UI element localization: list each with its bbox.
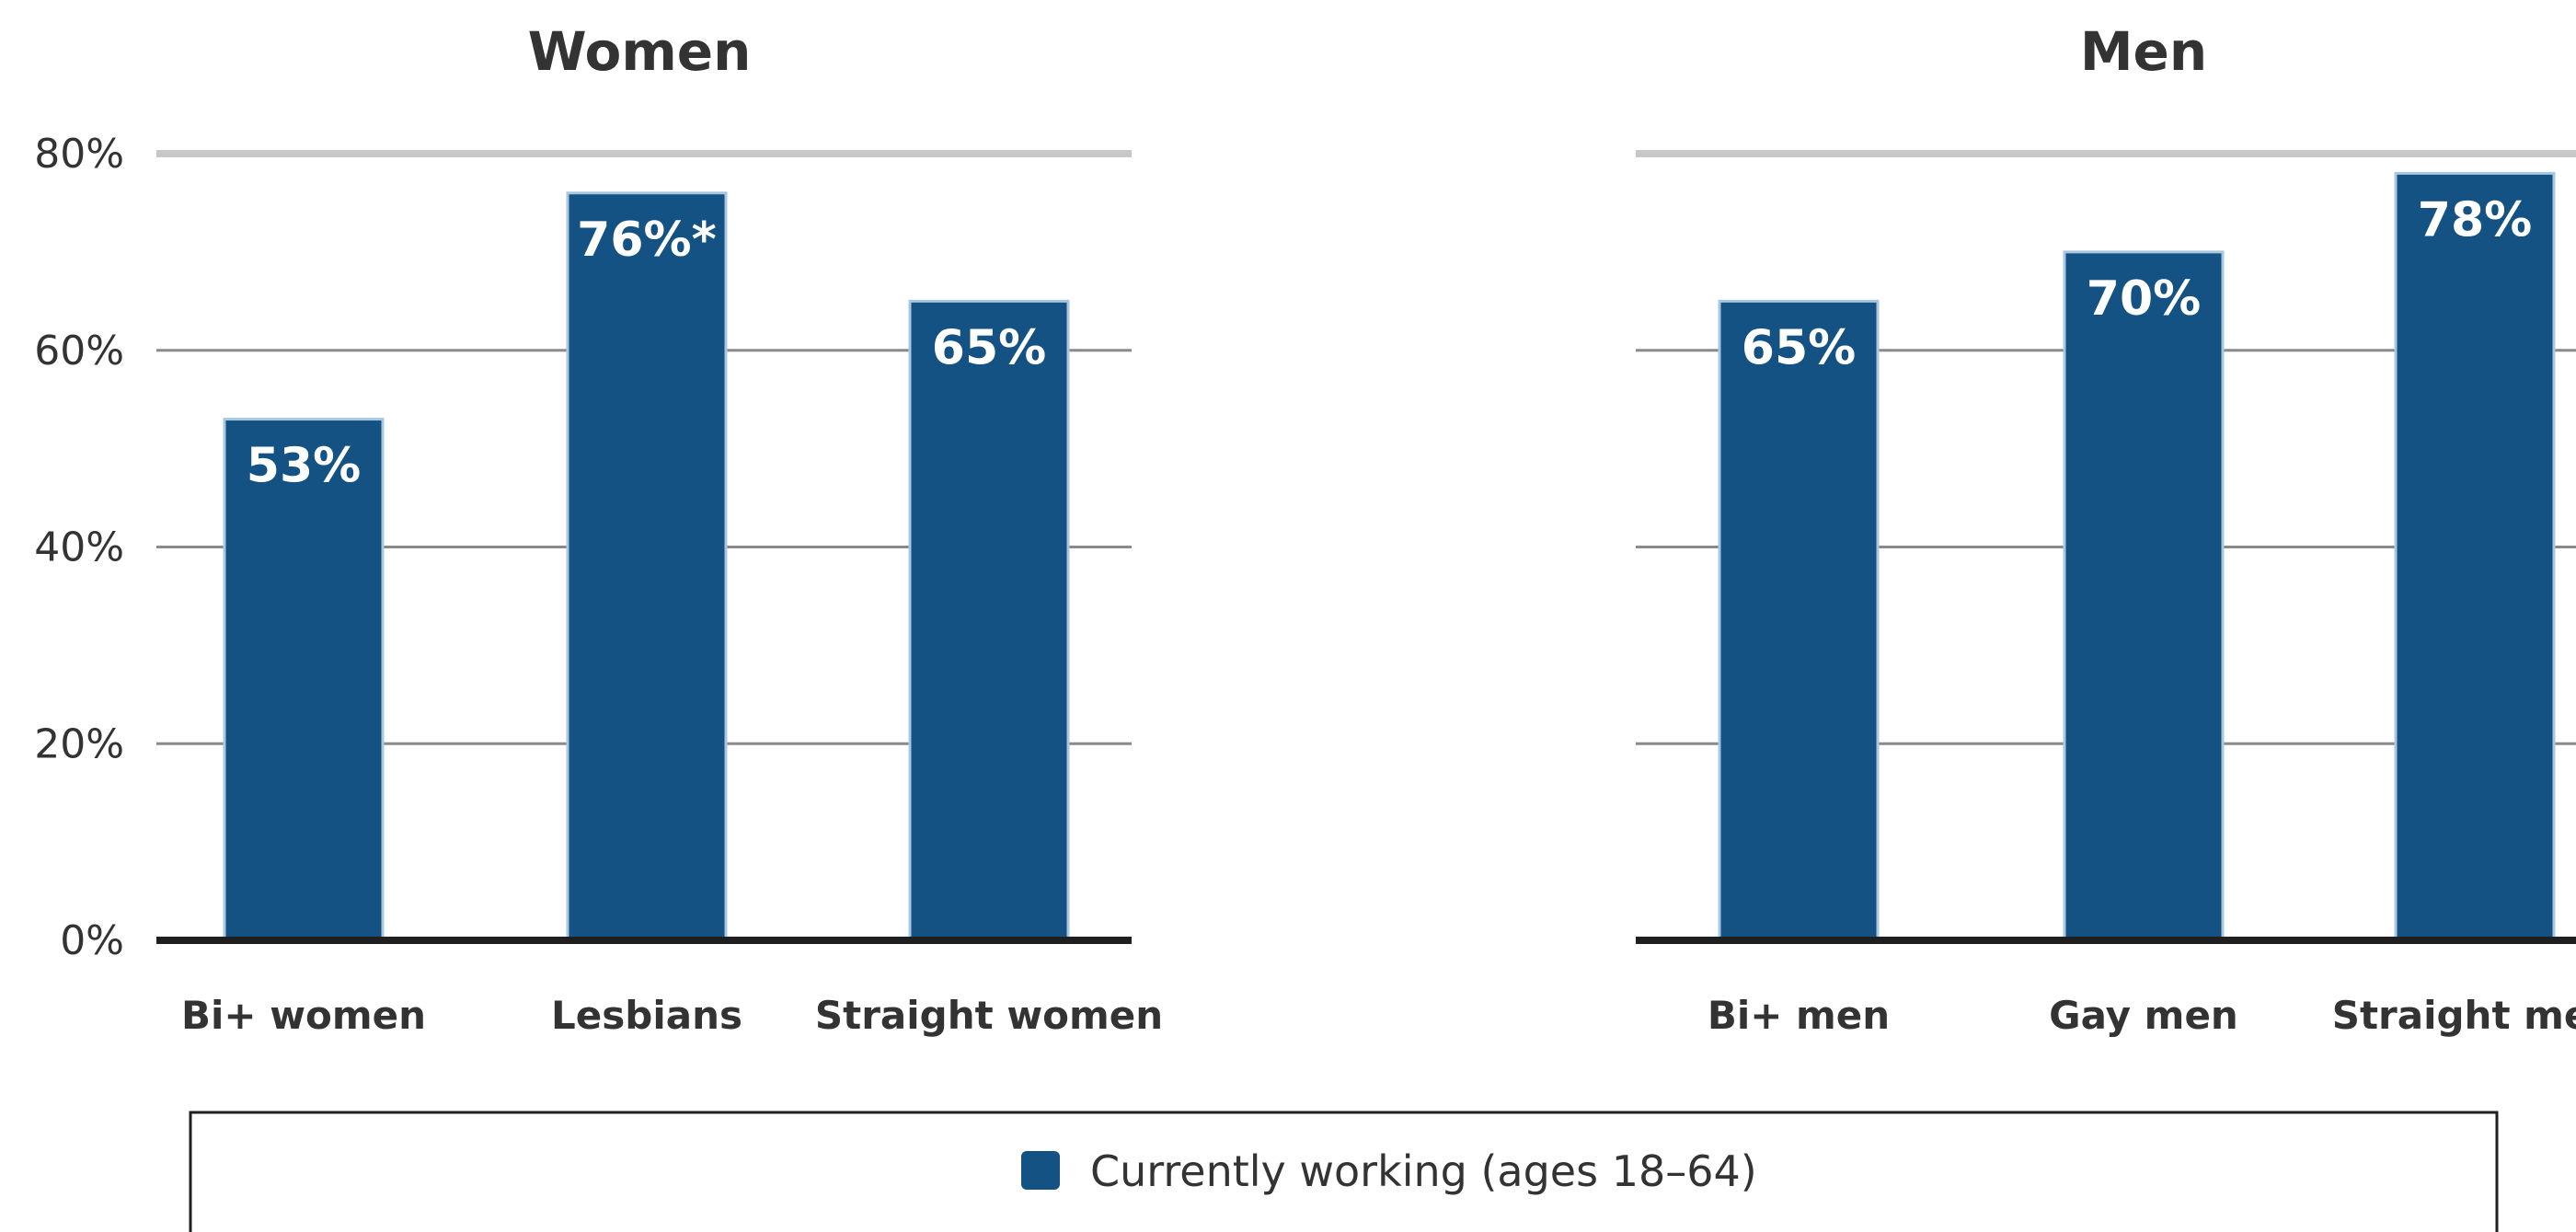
y-tick-label: 20% [34,720,124,767]
legend-box [189,1111,2499,1232]
category-label: Bi+ men [1708,993,1890,1038]
y-tick-label: 60% [34,328,124,374]
legend-swatch [1021,1151,1060,1190]
chart-panels: Women 0% 20% 40% 60% 80% 53% Bi+ women 76%* Lesbi… [34,20,2576,1038]
bar-data-label: 76%* [577,213,717,268]
y-tick-label: 0% [60,917,124,964]
bar-data-label: 53% [247,439,361,494]
category-label: Straight women [815,993,1163,1038]
bar [2063,250,2225,942]
bar-data-label: 70% [2087,271,2201,327]
y-tick-label: 40% [34,524,124,571]
category-label: Straight men [2332,993,2576,1038]
bar-data-label: 65% [1742,320,1856,375]
y-tick-label: 80% [34,131,124,178]
bar [566,191,728,942]
bar [223,418,385,942]
bar-data-label: 78% [2418,192,2532,248]
category-label: Gay men [2049,993,2238,1038]
legend: Currently working (ages 18–64) [189,1111,2499,1232]
panel-women: Women 0% 20% 40% 60% 80% 53% Bi+ women 76%* Lesbi… [34,20,1163,1038]
bar [1718,299,1880,942]
panel-title: Men [2080,20,2207,83]
bar [2394,171,2556,942]
panel-men: Men 65% Bi+ men 70% Gay men 78% Straight men [1636,20,2576,1038]
panel-title: Women [528,20,752,83]
legend-label: Currently working (ages 18–64) [1090,1146,1757,1196]
category-label: Bi+ women [181,993,426,1038]
bar [908,299,1070,942]
bar-data-label: 65% [932,320,1046,375]
category-label: Lesbians [551,993,742,1038]
